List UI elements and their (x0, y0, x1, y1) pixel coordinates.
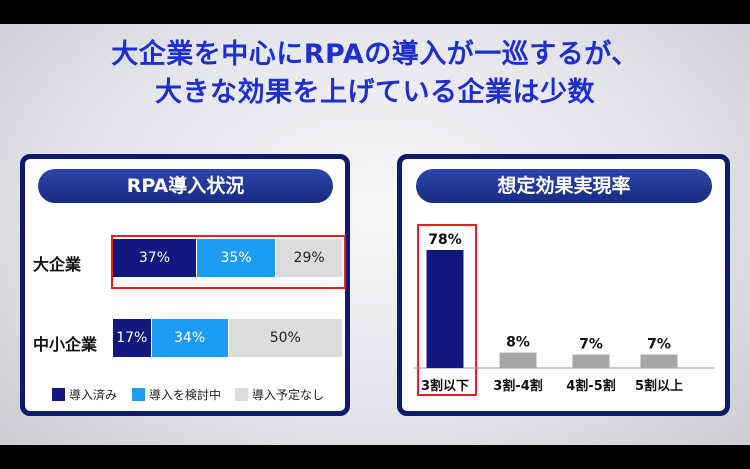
column-30-40 (499, 352, 537, 368)
column-category-label-30-40: 3割-4割 (493, 378, 543, 394)
expected-effect-title: 想定効果実現率 (416, 169, 712, 203)
column-value-label-40-50: 7% (579, 337, 603, 353)
legend-swatch-implemented (52, 388, 65, 401)
legend-label-not-planned: 導入予定なし (252, 388, 325, 402)
headline-line-1: 大企業を中心にRPAの導入が一巡するが、 (111, 39, 639, 70)
bar-segment-implemented-sme: 17% (113, 319, 152, 357)
legend-label-implemented: 導入済み (69, 388, 118, 402)
bar-segment-considering-large-enterprise: 35% (196, 239, 277, 277)
column-40-50 (572, 354, 610, 368)
legend-label-considering: 導入を検討中 (149, 388, 222, 402)
highlight-large-enterprise (111, 235, 346, 289)
bar-segment-not-planned-sme: 50% (228, 319, 342, 357)
category-label-sme: 中小企業 (33, 335, 98, 354)
rpa-adoption-panel: RPA導入状況 大企業 中小企業 37% 35% 29% 17% 34% 50% 導入済み… (20, 154, 350, 416)
column-value-label-30-40: 8% (506, 335, 530, 351)
bar-segment-implemented-large-enterprise: 37% (113, 239, 197, 277)
column-value-label-le30: 78% (428, 232, 462, 248)
category-label-large-enterprise: 大企業 (33, 255, 82, 274)
column-category-label-40-50: 4割-5割 (566, 378, 616, 394)
top-letterbox (0, 0, 750, 24)
column-category-label-ge50: 5割以上 (635, 378, 683, 394)
bar-segment-not-planned-large-enterprise: 29% (276, 239, 342, 277)
rpa-adoption-title: RPA導入状況 (38, 169, 333, 203)
column-value-label-ge50: 7% (647, 337, 671, 353)
expected-effect-panel: 想定効果実現率 78% 3割以下 8% 3割-4割 7% 4割-5割 7% 5割以上 (397, 154, 730, 416)
column-ge50 (640, 354, 678, 368)
expected-effect-chart: 78% 3割以下 8% 3割-4割 7% 4割-5割 7% 5割以上 (414, 224, 714, 396)
column-category-label-le30: 3割以下 (421, 378, 469, 394)
headline: 大企業を中心にRPAの導入が一巡するが、 大きな効果を上げている企業は少数 (0, 36, 750, 112)
legend-swatch-considering (132, 388, 145, 401)
highlight-3wari-ika (417, 224, 477, 396)
headline-line-2: 大きな効果を上げている企業は少数 (155, 77, 595, 108)
column-le30 (426, 250, 464, 368)
bar-segment-considering-sme: 34% (151, 319, 229, 357)
legend-swatch-not-planned (235, 388, 248, 401)
bottom-letterbox (0, 445, 750, 469)
